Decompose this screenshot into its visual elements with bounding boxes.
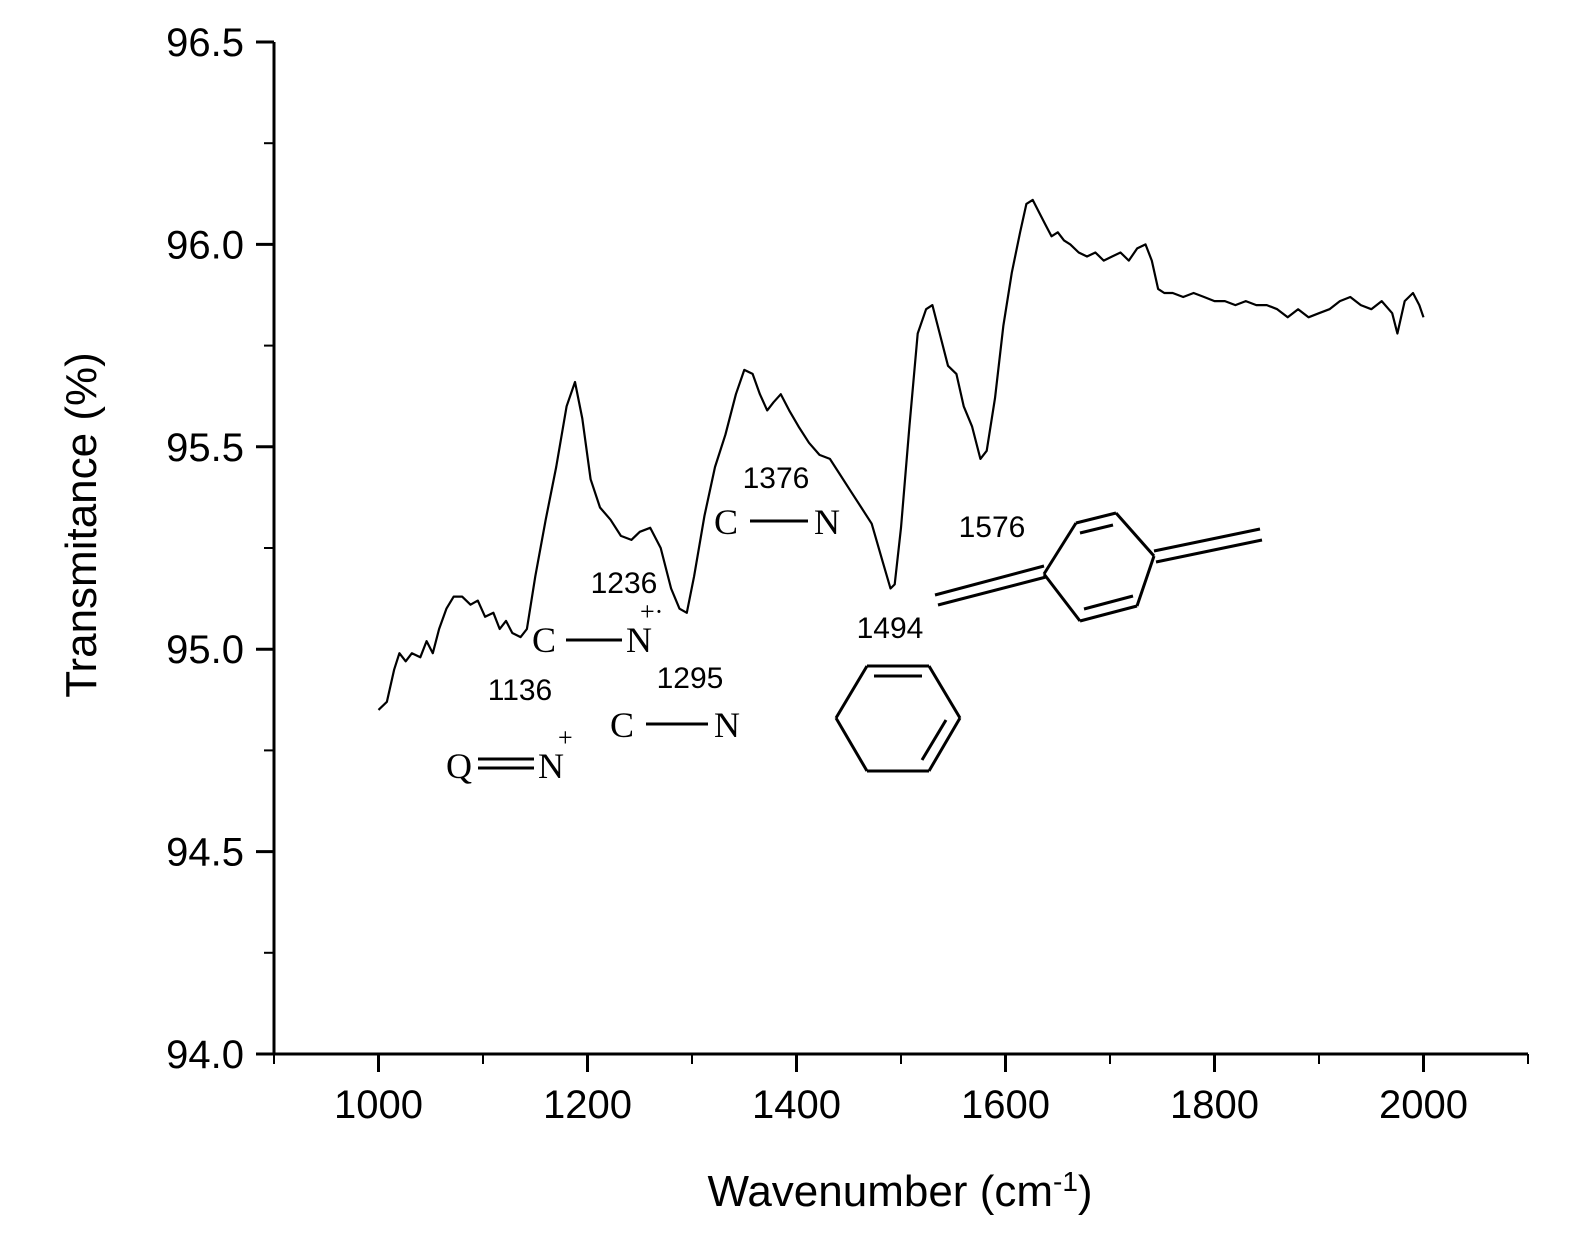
- x-tick-label: 1000: [334, 1083, 423, 1127]
- y-ticks: 94.0 94.5 95.0 95.5 96.0 96.5: [166, 21, 274, 1077]
- structure-n-charge: +: [558, 723, 573, 752]
- y-tick-label: 95.0: [166, 628, 244, 672]
- structure-q-atom: Q: [446, 746, 472, 786]
- x-tick-label: 2000: [1379, 1083, 1468, 1127]
- benzene-ring-icon: [834, 664, 962, 773]
- y-tick-label: 95.5: [166, 426, 244, 470]
- structure-c-atom: C: [610, 705, 634, 745]
- structure-n-atom: N: [626, 620, 652, 660]
- structure-c-atom: C: [532, 620, 556, 660]
- structure-cn-polaron: C N +·: [532, 597, 663, 660]
- x-tick-label: 1200: [543, 1083, 632, 1127]
- y-tick-label: 94.0: [166, 1033, 244, 1077]
- structure-c-atom: C: [714, 502, 738, 542]
- y-tick-label: 94.5: [166, 831, 244, 875]
- x-ticks: 1000 1200 1400 1600 1800 2000: [273, 1054, 1529, 1127]
- x-tick-label: 1800: [1170, 1083, 1259, 1127]
- structure-n-atom: N: [538, 746, 564, 786]
- structure-n-atom: N: [714, 705, 740, 745]
- peak-label-1295: 1295: [657, 662, 724, 695]
- y-tick-label: 96.5: [166, 21, 244, 65]
- y-axis-title: Transmitance (%): [57, 352, 106, 698]
- structure-cn-1295: C N: [610, 705, 740, 745]
- structure-cn-1376: C N: [714, 502, 840, 542]
- peak-label-1236: 1236: [591, 567, 658, 600]
- structure-quinoid-imine: Q N +: [446, 723, 573, 786]
- quinoid-ring-icon: [934, 511, 1263, 623]
- y-tick-label: 96.0: [166, 223, 244, 267]
- peak-label-1494: 1494: [857, 612, 924, 645]
- structure-radical-cation: +·: [640, 597, 663, 626]
- structure-n-atom: N: [814, 502, 840, 542]
- x-tick-label: 1400: [752, 1083, 841, 1127]
- x-axis-title: Wavenumber (cm-1): [707, 1166, 1092, 1217]
- series-line-spectrum: [377, 198, 1425, 711]
- peak-label-1576: 1576: [959, 511, 1026, 544]
- peak-label-1376: 1376: [743, 462, 810, 495]
- peak-label-1136: 1136: [488, 674, 553, 707]
- x-tick-label: 1600: [961, 1083, 1050, 1127]
